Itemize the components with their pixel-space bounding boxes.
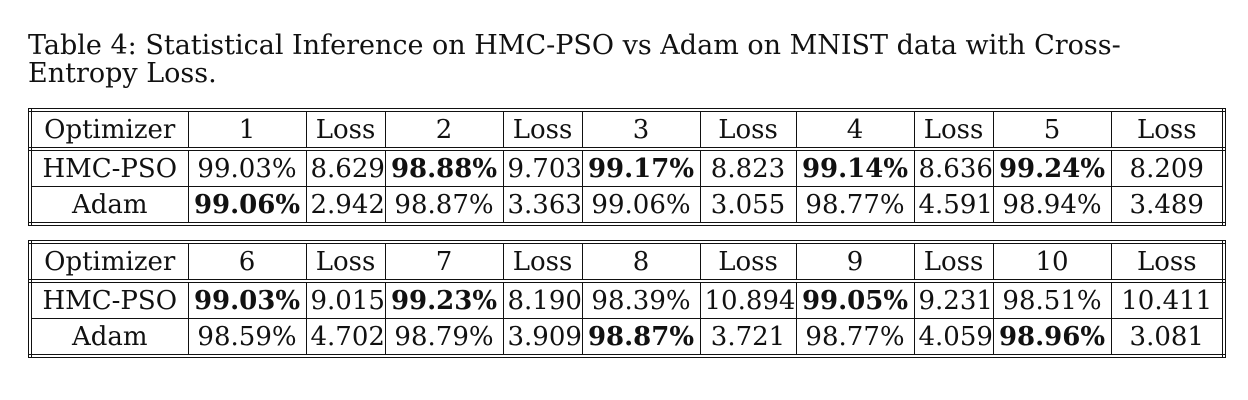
table-cell: 8.209 [1110,147,1226,187]
table-cell: 99.06% [581,186,701,226]
table-cell: 3.055 [699,186,797,226]
table-cell: 3.909 [502,318,583,358]
table-cell: 98.94% [992,186,1112,226]
header-cell: Loss [699,240,797,283]
table-cell: 99.03% [187,147,307,187]
header-cell: Optimizer [28,108,189,151]
table-cell: HMC-PSO [28,279,189,319]
table-cell: HMC-PSO [28,147,189,187]
table-cell: 9.231 [913,279,994,319]
table-cell: 3.363 [502,186,583,226]
header-row: Optimizer 6 Loss 7 Loss 8 Loss 9 Loss 10 Loss [28,240,1226,283]
table-cell: 2.942 [305,186,386,226]
table-cell: 99.05% [795,279,915,319]
table-cell: 3.721 [699,318,797,358]
header-cell: 3 [581,108,701,151]
header-cell: Optimizer [28,240,189,283]
header-cell: Loss [305,240,386,283]
table-cell: 98.77% [795,318,915,358]
table-row: HMC-PSO 99.03% 8.629 98.88% 9.703 99.17% 8.823… [28,147,1226,187]
table-cell: 98.96% [992,318,1112,358]
table-cell: 99.24% [992,147,1112,187]
header-cell: 6 [187,240,307,283]
table-cell: 10.411 [1110,279,1226,319]
header-cell: 7 [384,240,504,283]
table-cell: 98.77% [795,186,915,226]
header-cell: Loss [502,108,583,151]
table-cell: 99.06% [187,186,307,226]
header-cell: 4 [795,108,915,151]
table-cell: Adam [28,318,189,358]
table-cell: 3.081 [1110,318,1226,358]
table-cell: 9.015 [305,279,386,319]
table-cell: Adam [28,186,189,226]
table-row: Adam 98.59% 4.702 98.79% 3.909 98.87% 3.721 98.… [28,318,1226,358]
table-cell: 9.703 [502,147,583,187]
results-table-runs-6-10: Optimizer 6 Loss 7 Loss 8 Loss 9 Loss 10 Loss HMC-P… [28,240,1226,358]
table-cell: 8.823 [699,147,797,187]
header-cell: 1 [187,108,307,151]
table-cell: 99.23% [384,279,504,319]
table-row: HMC-PSO 99.03% 9.015 99.23% 8.190 98.39% 10.89… [28,279,1226,319]
header-cell: 8 [581,240,701,283]
table-cell: 8.629 [305,147,386,187]
table-cell: 8.190 [502,279,583,319]
header-cell: 10 [992,240,1112,283]
table-cell: 99.17% [581,147,701,187]
header-cell: Loss [1110,240,1226,283]
header-cell: 2 [384,108,504,151]
table-cell: 4.591 [913,186,994,226]
table-cell: 99.03% [187,279,307,319]
table-cell: 3.489 [1110,186,1226,226]
header-cell: Loss [502,240,583,283]
table-cell: 98.79% [384,318,504,358]
table-cell: 8.636 [913,147,994,187]
table-cell: 98.51% [992,279,1112,319]
table-cell: 98.88% [384,147,504,187]
table-cell: 98.39% [581,279,701,319]
header-cell: Loss [913,108,994,151]
table-caption: Table 4: Statistical Inference on HMC-PS… [28,30,1121,89]
header-cell: Loss [305,108,386,151]
table-cell: 98.87% [384,186,504,226]
table-row: Adam 99.06% 2.942 98.87% 3.363 99.06% 3.055 98.… [28,186,1226,226]
header-cell: Loss [699,108,797,151]
header-row: Optimizer 1 Loss 2 Loss 3 Loss 4 Loss 5 Loss [28,108,1226,151]
table-cell: 4.059 [913,318,994,358]
header-cell: Loss [1110,108,1226,151]
table-cell: 99.14% [795,147,915,187]
results-table-runs-1-5: Optimizer 1 Loss 2 Loss 3 Loss 4 Loss 5 Loss HMC-PS… [28,108,1226,226]
header-cell: Loss [913,240,994,283]
table-cell: 10.894 [699,279,797,319]
table-cell: 98.87% [581,318,701,358]
header-cell: 5 [992,108,1112,151]
table-cell: 4.702 [305,318,386,358]
header-cell: 9 [795,240,915,283]
table-cell: 98.59% [187,318,307,358]
